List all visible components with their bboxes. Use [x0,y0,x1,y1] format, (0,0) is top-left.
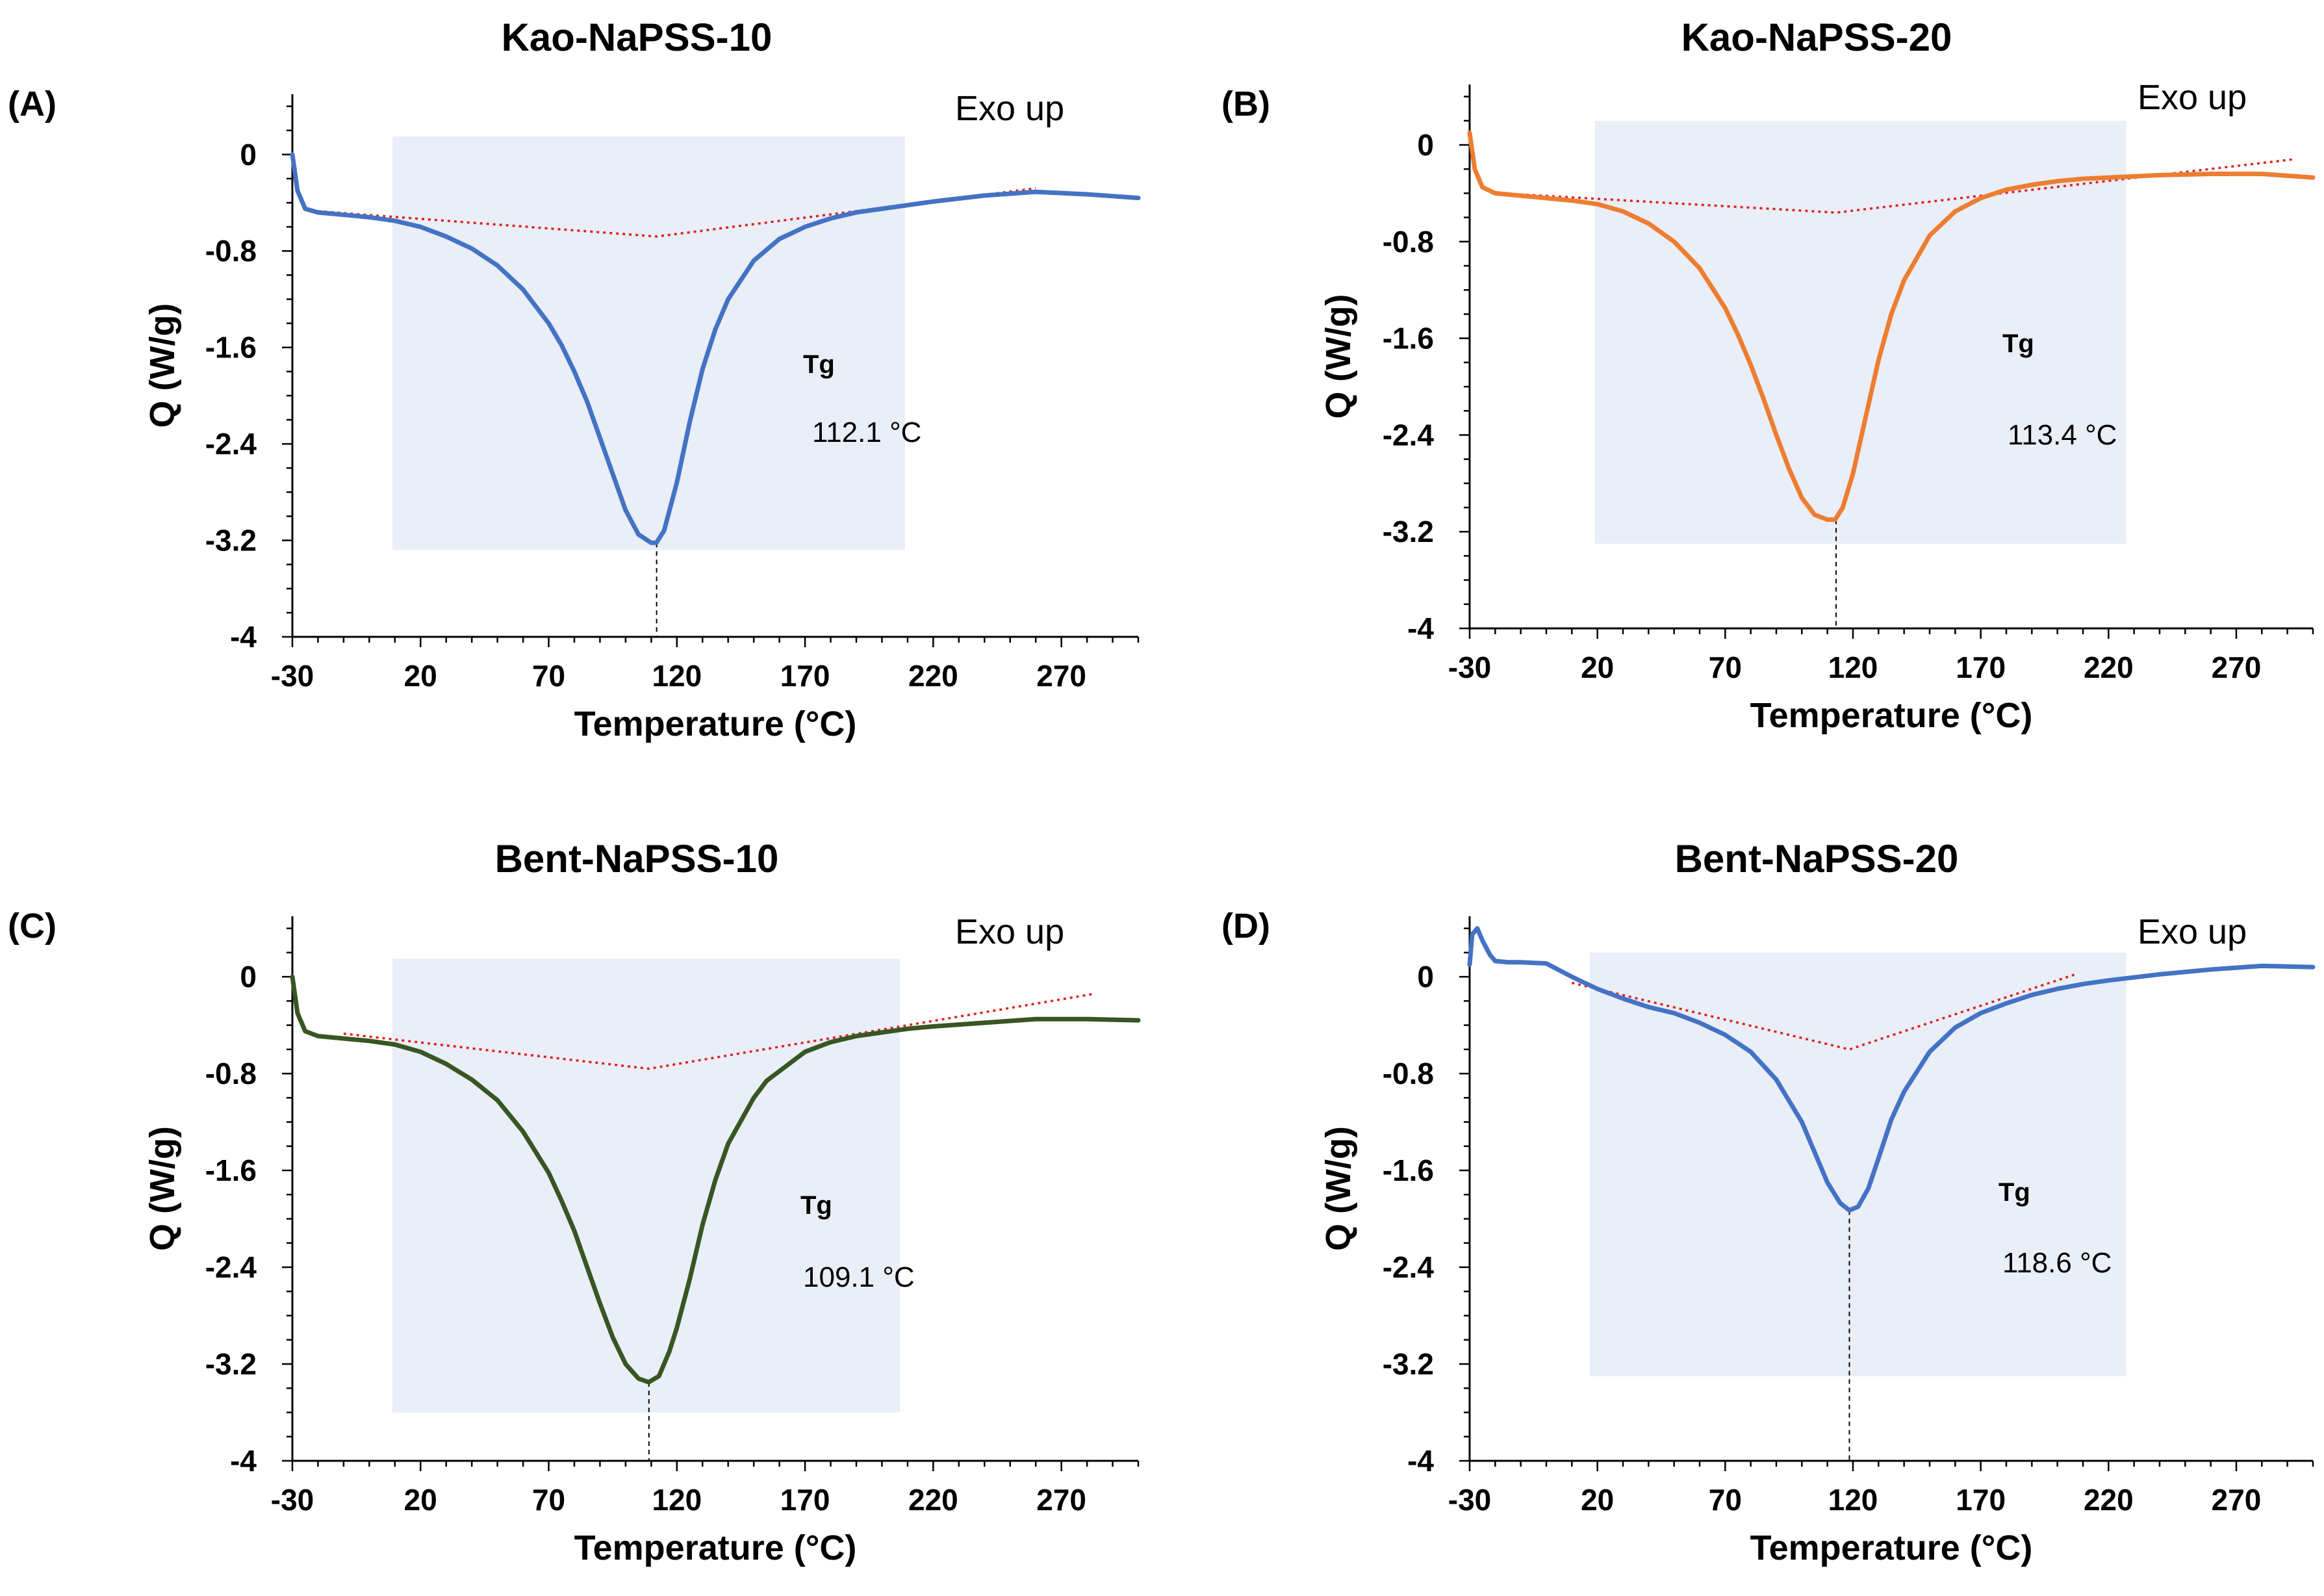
chart-panel-b: 0 -0.8 -1.6 -2.4 -3.2 -4 -30 20 70 120 170 220 270 Ka… [1221,16,2316,735]
x-tick-label: 120 [1828,1483,1878,1517]
y-tick-label: -4 [1407,611,1434,645]
x-tick-label: 20 [1581,650,1614,684]
x-tick-label: 170 [780,659,830,693]
dsc-curve-line [290,974,1141,1385]
y-tick-label: -3.2 [205,1347,257,1381]
exo-up-annotation: Exo up [2138,912,2247,951]
x-tick-label: -30 [271,1483,314,1517]
chart-panel-d: 0 -0.8 -1.6 -2.4 -3.2 -4 -30 20 70 120 170 220 270 Be… [1221,837,2316,1567]
chart-title: Kao-NaPSS-10 [502,16,773,59]
y-tick-label: 0 [1417,128,1434,162]
x-tick-label: 170 [1956,650,2006,684]
y-tick-label: 0 [240,138,257,172]
x-tick-label: 270 [1036,1483,1086,1517]
x-tick-label: -30 [1448,650,1491,684]
tg-label: Tg [1998,1178,2030,1207]
y-tick-label: -3.2 [205,524,257,558]
y-tick-label: -3.2 [1383,515,1434,548]
tg-shaded-region [392,959,900,1413]
y-axis-label: Q (W/g) [143,303,182,428]
x-tick-label: 70 [532,659,565,693]
y-tick-label: -4 [1407,1444,1434,1478]
tg-shaded-region [1594,120,2126,544]
exo-up-annotation: Exo up [2138,78,2247,117]
y-tick-label: -0.8 [1383,1057,1434,1090]
x-tick-label: 120 [652,659,702,693]
tg-value: 112.1 °C [812,417,921,448]
x-tick-label: -30 [1448,1483,1491,1517]
x-axis-label: Temperature (°C) [574,704,857,743]
y-tick-label: -2.4 [205,1250,257,1284]
x-tick-label: 70 [532,1483,565,1517]
tg-value: 118.6 °C [2002,1247,2112,1279]
tg-label: Tg [2002,329,2034,358]
y-tick-label: -2.4 [1383,418,1435,452]
x-axis-label: Temperature (°C) [574,1528,857,1567]
y-axis-label: Q (W/g) [143,1126,182,1251]
x-tick-label: 270 [1036,659,1086,693]
tg-label: Tg [803,350,835,379]
y-tick-label: -0.8 [1383,225,1434,259]
x-axis-label: Temperature (°C) [1750,696,2033,735]
tg-value: 113.4 °C [2008,419,2117,451]
dsc-curve-line [1467,926,2316,1213]
y-tick-label: -4 [230,1444,257,1478]
x-tick-label: 220 [908,1483,958,1517]
tg-shaded-region [392,136,905,550]
x-tick-label: 170 [1956,1483,2006,1517]
tg-label: Tg [800,1191,832,1220]
x-tick-label: 70 [1709,650,1742,684]
chart-title: Bent-NaPSS-10 [495,837,779,881]
y-tick-label: -0.8 [205,234,257,268]
y-tick-label: 0 [240,960,257,994]
x-tick-label: 270 [2212,650,2262,684]
x-tick-label: 220 [908,659,958,693]
baseline-tangent-line [1500,158,2293,214]
baseline-tangent-line [318,187,1036,238]
y-tick-label: -2.4 [205,427,257,461]
y-tick-label: -1.6 [205,1153,257,1187]
y-tick-label: -1.6 [205,331,257,365]
x-tick-label: 70 [1709,1483,1742,1517]
panel-label: (A) [8,84,57,123]
tg-value: 109.1 °C [803,1261,915,1293]
y-tick-label: 0 [1417,960,1434,994]
chart-title: Bent-NaPSS-20 [1675,837,1959,881]
baseline-tangent-line [343,992,1095,1070]
y-axis-label: Q (W/g) [1319,294,1358,419]
y-tick-label: -1.6 [1383,322,1434,355]
chart-panel-a: 0 -0.8 -1.6 -2.4 -3.2 -4 -30 20 70 120 170 220 270 Ka… [8,16,1141,743]
x-tick-label: 170 [780,1483,830,1517]
chart-panel-c: 0 -0.8 -1.6 -2.4 -3.2 -4 -30 20 70 120 170 220 270 Be… [8,837,1141,1567]
y-tick-label: -3.2 [1383,1347,1434,1381]
exo-up-annotation: Exo up [955,89,1064,128]
y-tick-label: -0.8 [205,1057,257,1090]
dsc-curve-line [1467,130,2316,522]
x-tick-label: -30 [271,659,314,693]
x-tick-label: 20 [404,1483,437,1517]
x-tick-label: 270 [2212,1483,2262,1517]
x-tick-label: 20 [1581,1483,1614,1517]
dsc-curve-line [290,152,1141,545]
x-tick-label: 220 [2084,1483,2134,1517]
x-tick-label: 220 [2084,650,2134,684]
x-tick-label: 20 [404,659,437,693]
panel-label: (C) [8,907,57,946]
y-tick-label: -4 [230,620,257,654]
chart-title: Kao-NaPSS-20 [1681,16,1952,59]
panel-label: (D) [1221,907,1270,946]
x-axis-label: Temperature (°C) [1750,1528,2033,1567]
exo-up-annotation: Exo up [955,912,1064,951]
x-tick-label: 120 [652,1483,702,1517]
baseline-tangent-line [1571,973,2076,1051]
x-tick-label: 120 [1828,650,1878,684]
panel-label: (B) [1221,84,1270,123]
y-tick-label: -1.6 [1383,1153,1434,1187]
y-axis-label: Q (W/g) [1319,1126,1358,1251]
y-tick-label: -2.4 [1383,1250,1435,1284]
tg-shaded-region [1589,952,2126,1376]
